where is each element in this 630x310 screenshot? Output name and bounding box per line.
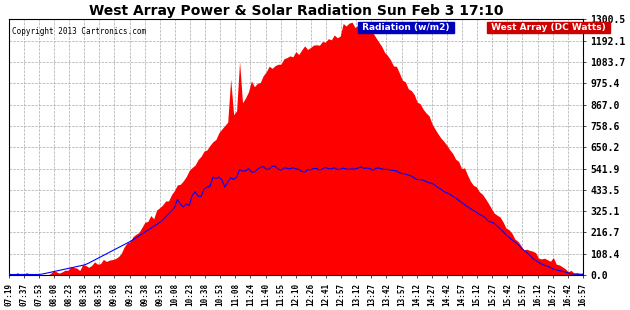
Text: West Array (DC Watts): West Array (DC Watts) xyxy=(488,23,609,32)
Title: West Array Power & Solar Radiation Sun Feb 3 17:10: West Array Power & Solar Radiation Sun F… xyxy=(89,4,503,18)
Text: Radiation (w/m2): Radiation (w/m2) xyxy=(359,23,452,32)
Text: Copyright 2013 Cartronics.com: Copyright 2013 Cartronics.com xyxy=(11,27,146,36)
